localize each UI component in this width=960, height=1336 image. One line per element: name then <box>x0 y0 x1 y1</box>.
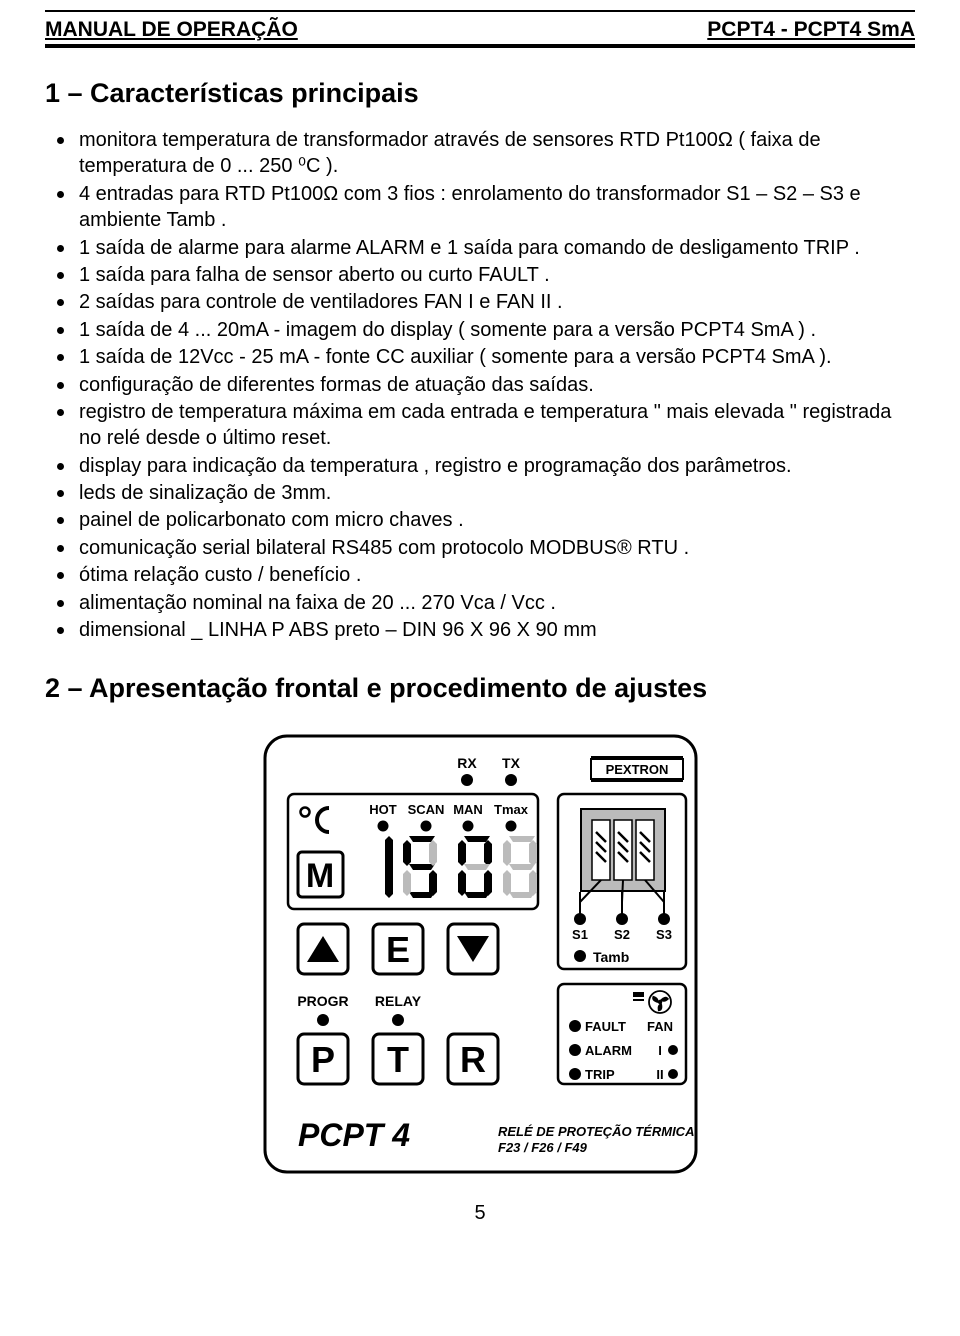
list-item: 1 saída de alarme para alarme ALARM e 1 … <box>51 235 915 261</box>
hot-led-icon <box>377 821 388 832</box>
model-label: PCPT 4 <box>298 1117 410 1153</box>
trip-led-icon <box>569 1068 581 1080</box>
fan-ii-led-icon <box>668 1069 678 1079</box>
up-button[interactable] <box>298 924 348 974</box>
tx-label: TX <box>502 755 521 771</box>
status-panel: FAULT FAN ALARM I TRIP II <box>558 984 686 1084</box>
tmax-led-icon <box>505 821 516 832</box>
header-title-right: PCPT4 - PCPT4 SmA <box>707 18 915 42</box>
tamb-led-icon <box>574 950 586 962</box>
svg-text:T: T <box>387 1039 409 1080</box>
header-title-left: MANUAL DE OPERAÇÃO <box>45 18 298 42</box>
fan-label: FAN <box>647 1019 673 1034</box>
m-button[interactable]: M <box>298 852 343 897</box>
svg-text:E: E <box>385 929 409 970</box>
man-label: MAN <box>453 802 483 817</box>
t-button[interactable]: T <box>373 1034 423 1084</box>
alarm-led-icon <box>569 1044 581 1056</box>
fan-i-label: I <box>658 1043 662 1058</box>
relay-led-icon <box>392 1014 404 1026</box>
list-item: registro de temperatura máxima em cada e… <box>51 399 915 452</box>
alarm-label: ALARM <box>585 1043 632 1058</box>
rx-led-icon <box>461 774 473 786</box>
svg-text:R: R <box>460 1039 486 1080</box>
relay-label: RELAY <box>374 993 421 1009</box>
list-item: 1 saída de 12Vcc - 25 mA - fonte CC auxi… <box>51 344 915 370</box>
list-item: dimensional _ LINHA P ABS preto – DIN 96… <box>51 617 915 643</box>
hot-label: HOT <box>369 802 397 817</box>
progr-label: PROGR <box>297 993 348 1009</box>
scan-label: SCAN <box>407 802 444 817</box>
list-item: 1 saída para falha de sensor aberto ou c… <box>51 262 915 288</box>
s2-label: S2 <box>614 927 630 942</box>
r-button[interactable]: R <box>448 1034 498 1084</box>
p-button[interactable]: P <box>298 1034 348 1084</box>
progr-led-icon <box>317 1014 329 1026</box>
s1-led-icon <box>574 913 586 925</box>
page-number: 5 <box>45 1202 915 1225</box>
trip-label: TRIP <box>585 1067 615 1082</box>
list-item: display para indicação da temperatura , … <box>51 453 915 479</box>
fan-ii-label: II <box>656 1067 663 1082</box>
list-item: comunicação serial bilateral RS485 com p… <box>51 535 915 561</box>
transformer-diagram: S1 S2 S3 Tamb <box>558 794 686 969</box>
man-led-icon <box>462 821 473 832</box>
svg-text:P: P <box>310 1039 334 1080</box>
device-panel-figure: RX TX PEXTRON HOT SCAN MAN Tmax <box>263 734 698 1174</box>
rx-label: RX <box>457 755 477 771</box>
list-item: leds de sinalização de 3mm. <box>51 480 915 506</box>
list-item: 1 saída de 4 ... 20mA - imagem do displa… <box>51 317 915 343</box>
subtitle-line-1: RELÉ DE PROTEÇÃO TÉRMICA <box>498 1124 694 1139</box>
tx-led-icon <box>505 774 517 786</box>
list-item: 4 entradas para RTD Pt100Ω com 3 fios : … <box>51 181 915 234</box>
svg-text:PEXTRON: PEXTRON <box>605 762 668 777</box>
section-1-heading: 1 – Características principais <box>45 78 915 109</box>
s3-label: S3 <box>656 927 672 942</box>
list-item: painel de policarbonato com micro chaves… <box>51 507 915 533</box>
e-button[interactable]: E <box>373 924 423 974</box>
display-group: HOT SCAN MAN Tmax M <box>288 794 538 909</box>
document-page: MANUAL DE OPERAÇÃO PCPT4 - PCPT4 SmA 1 –… <box>0 0 960 1336</box>
s2-led-icon <box>616 913 628 925</box>
list-item: monitora temperatura de transformador at… <box>51 127 915 180</box>
tmax-label: Tmax <box>494 802 529 817</box>
device-panel-svg: RX TX PEXTRON HOT SCAN MAN Tmax <box>263 734 698 1174</box>
s3-led-icon <box>658 913 670 925</box>
page-header: MANUAL DE OPERAÇÃO PCPT4 - PCPT4 SmA <box>45 10 915 48</box>
list-item: 2 saídas para controle de ventiladores F… <box>51 289 915 315</box>
scan-led-icon <box>420 821 431 832</box>
section-2-heading: 2 – Apresentação frontal e procedimento … <box>45 673 915 704</box>
list-item: ótima relação custo / benefício . <box>51 562 915 588</box>
list-item: configuração de diferentes formas de atu… <box>51 372 915 398</box>
list-item: alimentação nominal na faixa de 20 ... 2… <box>51 590 915 616</box>
brand-logo: PEXTRON <box>591 756 683 782</box>
svg-text:M: M <box>305 857 333 895</box>
subtitle-line-2: F23 / F26 / F49 <box>498 1140 588 1155</box>
fault-led-icon <box>569 1020 581 1032</box>
fan-i-led-icon <box>668 1045 678 1055</box>
section-1-bullet-list: monitora temperatura de transformador at… <box>51 127 915 643</box>
tamb-label: Tamb <box>593 949 629 965</box>
down-button[interactable] <box>448 924 498 974</box>
fault-label: FAULT <box>585 1019 626 1034</box>
bar-icon <box>633 992 644 1001</box>
s1-label: S1 <box>572 927 588 942</box>
